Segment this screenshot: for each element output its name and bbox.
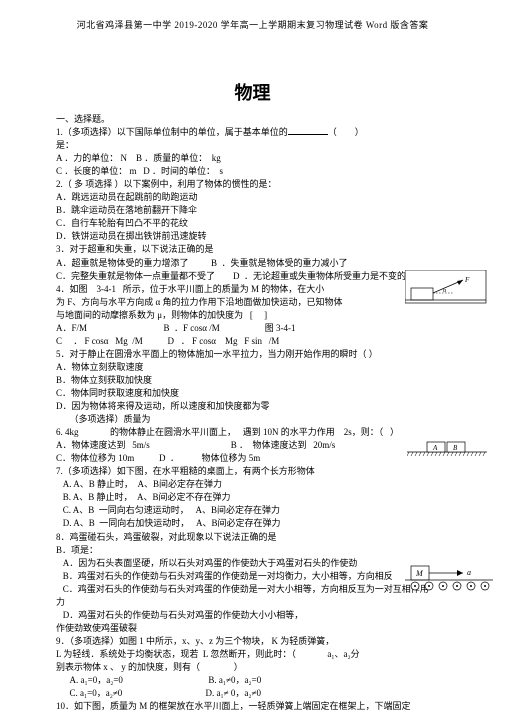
q8-s1: 8．鸡蛋碰石头，鸡蛋破裂，对此现象以下说法正确的是: [56, 531, 449, 544]
q7-a: A. A、B 静止时， A、B间必定存在弹力: [56, 478, 449, 491]
q9-figure: M a: [405, 562, 493, 596]
q4-figure: F α: [405, 270, 487, 304]
q7-figure: A B: [407, 438, 487, 460]
q8-d: D．鸡蛋对石头的作使劲与石头对鸡蛋的作使劲大小小相等，: [56, 609, 449, 622]
page-header: 河北省鸡泽县第一中学 2019-2020 学年高一上学期期末复习物理试卷 Wor…: [56, 18, 449, 31]
q3-cd: C．完整失重就是物体一点重量都不受了 D ．无论超重或失重物体所受重力是不变的: [56, 270, 449, 283]
q1-stem: 1.（多项选择）以下国际单位制中的单位，属于基本单位的（ ）: [56, 126, 449, 139]
q5-d: D．因为物体将来得及运动，所以速度和加快度都为零: [56, 400, 449, 413]
q3-stem: 3．对于超重和失重，以下说法正确的是: [56, 243, 449, 256]
page-title: 物理: [56, 79, 449, 105]
q2-stem: 2.（ 多 项选择 ）以下案例中，利用了物体的惯性的是：: [56, 178, 449, 191]
q7-b: B. A、B 静止时， A、B间必定不存在弹力: [56, 491, 449, 504]
svg-text:A: A: [432, 444, 438, 452]
q7-d: D. A、B 一同向右加快运动时， A、B间必定存在弹力: [56, 517, 449, 530]
q10-s1: 10．如下图，质量为 M 的框架放在水平川面上，一轻质弹簧上端固定在框架上，下端…: [56, 700, 449, 713]
q9-ab: A. a₁=0，a₂=0 B. a₁≠0，a₂=0: [56, 674, 449, 687]
q6-stem: 6. 4kg 的物体静止在圆滑水平川面上， 遇到 10N 的水平力作用 2s，则…: [56, 426, 449, 439]
q2-b: B．跳伞运动员在落地前翻开下降伞: [56, 204, 449, 217]
q9-s2: L 为轻线．系统处于均衡状态，现若 L 忽然断开，则此时：（ a₁、a₂分: [56, 648, 449, 661]
q7-c: C. A、B 一同向右匀速运动时， A、B间必定存在弹力: [56, 504, 449, 517]
q8-c: C．鸡蛋对石头的作使劲与石头对鸡蛋的作使劲是一对大小相等，方向相反互为一对互相作…: [56, 583, 449, 596]
q9-s3: 别表示物体 x 、 y 的加快度，则有（ ）: [56, 661, 449, 674]
svg-text:a: a: [467, 568, 471, 577]
svg-text:F: F: [464, 276, 470, 284]
q3-ab: A．超重就是物体受的重力增添了 B ．失重就是物体受的重力减小了: [56, 257, 449, 270]
svg-text:B: B: [453, 444, 458, 452]
q9-s1: 9．（多项选择）如图 1 中所示，x、y、z 为三个物块， K 为轻质弹簧，: [56, 635, 449, 648]
q4-s3: 与地面间的动摩擦系数为 μ，则物体的加快度为 [ ]: [56, 309, 449, 322]
q1-stem2: 是：: [56, 139, 449, 152]
q8-b: B．鸡蛋对石头的作使劲与石头对鸡蛋的作使劲是一对均衡力，大小相等，方向相反: [56, 570, 449, 583]
q6-head: （多项选择）质量为: [56, 413, 449, 426]
q4-s2: 为 F、方向与水平方向成 α 角的拉力作用下沿地面做加快运动，已知物体: [56, 296, 449, 309]
q2-d: D．铁饼运动员在掷出铁饼前迅速旋转: [56, 230, 449, 243]
q6-ab: A．物体速度达到 5m/s B ． 物体速度达到 20m/s: [56, 439, 449, 452]
q8-foot: 力: [56, 596, 449, 609]
q6-cd: C．物体位移为 10m D ． 物体位移为 5m: [56, 452, 449, 465]
q4-ab: A．F/M B ．F cosα /M 图 3-4-1: [56, 322, 449, 335]
q4-s1: 4．如图 3-4-1 所示，位于水平川面上的质量为 M 的物体，在大小: [56, 283, 449, 296]
q4-cd: C ． F cosα Mg /M D ． F cosα Mg F sin /M: [56, 335, 449, 348]
section-1: 一、选择题。: [56, 113, 449, 126]
q5-b: B．物体立刻获取加快度: [56, 374, 449, 387]
q8-d2: 作使劲致使鸡蛋破裂: [56, 622, 449, 635]
q5-c: C．物体同时获取速度和加快度: [56, 387, 449, 400]
q5-stem: 5．对于静止在圆滑水平面上的物体施加一水平拉力，当力刚开始作用的瞬时（ ）: [56, 348, 449, 361]
q5-a: A．物体立刻获取速度: [56, 361, 449, 374]
q8-a: A．因为石头表面坚硬，所以石头对鸡蛋的作使劲大于鸡蛋对石头的作使劲: [56, 557, 449, 570]
q1-optA: A ．力的单位： N B ．质量的单位： kg: [56, 152, 449, 165]
q8-s2: B．项是：: [56, 544, 449, 557]
q2-a: A．跳远运动员在起跳前的助跑运动: [56, 191, 449, 204]
q2-c: C．自行车轮胎有凹凸不平的花纹: [56, 217, 449, 230]
q1-optC: C ．长度的单位： m D ．时间的单位： s: [56, 165, 449, 178]
q9-cd: C. a₁=0，a₂≠0 D. a₁≠ 0，a₂≠0: [56, 687, 449, 700]
q7-stem: 7.（多项选择）如下图，在水平粗糙的桌面上，有两个长方形物体: [56, 465, 449, 478]
svg-text:M: M: [415, 569, 424, 578]
